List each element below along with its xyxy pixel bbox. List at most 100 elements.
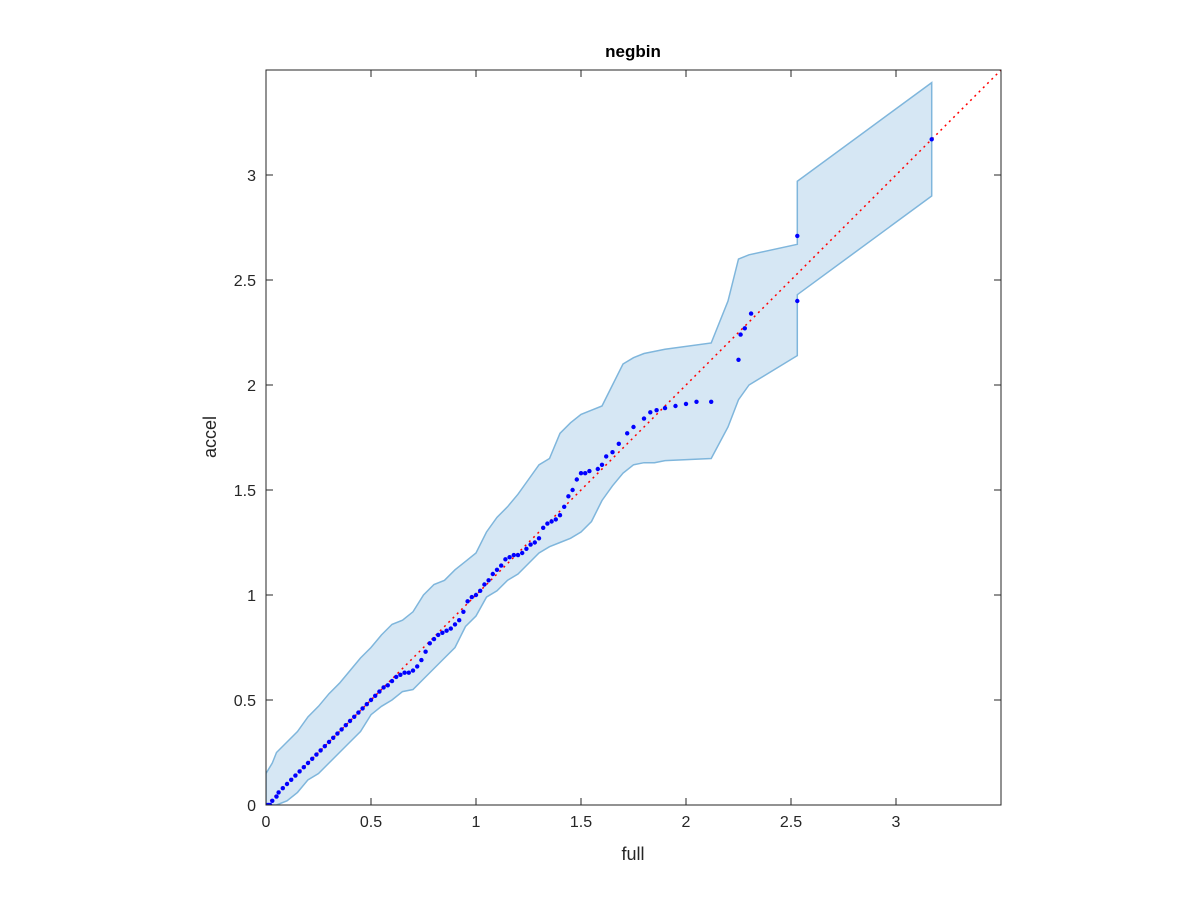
x-tick-label: 1.5 [570, 814, 592, 831]
data-point [314, 752, 319, 757]
data-point [578, 471, 584, 476]
data-point [331, 735, 336, 740]
data-point [360, 706, 365, 711]
data-point [595, 466, 600, 472]
x-tick-label: 1 [472, 814, 481, 831]
data-point [520, 550, 525, 556]
data-point [339, 727, 344, 732]
data-point [410, 668, 416, 673]
data-point [274, 794, 279, 799]
data-point [738, 332, 743, 337]
data-point [515, 552, 521, 558]
data-point [507, 555, 512, 560]
data-point [524, 546, 529, 551]
data-point [486, 578, 491, 583]
data-point [673, 403, 678, 409]
x-axis-label: full [621, 844, 644, 864]
data-point [310, 756, 315, 761]
data-point [662, 405, 668, 411]
y-tick-label: 0.5 [234, 693, 256, 710]
data-point [610, 450, 615, 455]
data-point [457, 618, 462, 623]
axes-box [265, 69, 1002, 806]
data-point [494, 567, 500, 572]
data-point [385, 683, 390, 688]
data-point [335, 731, 340, 736]
data-point [557, 513, 563, 518]
data-point [587, 468, 592, 474]
data-point [297, 769, 302, 774]
data-point [528, 542, 533, 547]
data-point [482, 582, 487, 587]
data-point [268, 802, 273, 805]
data-point [795, 298, 800, 304]
data-point [368, 697, 374, 703]
data-point [305, 760, 311, 766]
data-point [377, 689, 382, 694]
plot-area [266, 70, 1001, 805]
data-point [347, 718, 353, 724]
data-point [293, 773, 298, 778]
data-point [795, 233, 800, 239]
data-point [394, 674, 399, 680]
data-point [654, 408, 659, 413]
data-point [473, 592, 479, 598]
data-point [356, 710, 361, 715]
data-point [503, 557, 508, 562]
data-point [322, 744, 327, 749]
data-point [352, 714, 357, 719]
data-point [478, 588, 483, 593]
data-point [490, 571, 495, 577]
y-axis-label: accel [200, 416, 220, 458]
data-point [641, 416, 647, 421]
data-point [583, 471, 588, 476]
data-point [549, 519, 554, 524]
data-point [469, 594, 474, 600]
data-point [373, 693, 378, 698]
data-point [381, 685, 386, 690]
data-point [318, 748, 323, 753]
data-point [648, 410, 653, 415]
data-point [280, 786, 285, 791]
data-point [415, 664, 420, 669]
data-point [364, 702, 369, 707]
data-point [427, 641, 432, 646]
chart-title: negbin [605, 42, 661, 61]
x-tick-label: 2.5 [780, 814, 802, 831]
data-point [452, 622, 458, 627]
data-point [536, 536, 542, 541]
data-point [419, 657, 424, 663]
data-point [545, 521, 550, 526]
data-point [709, 399, 714, 404]
y-tick-label: 2.5 [234, 273, 256, 290]
data-point [499, 563, 504, 568]
data-point [289, 777, 294, 782]
x-tick-label: 3 [892, 814, 901, 831]
data-point [625, 431, 630, 436]
y-axis: 0 0.5 1 1.5 2 2.5 3 [234, 168, 1001, 815]
y-tick-label: 3 [247, 168, 256, 185]
data-point [929, 137, 934, 142]
x-tick-label: 0 [262, 814, 271, 831]
y-tick-label: 0 [247, 798, 256, 815]
data-point [301, 765, 306, 770]
data-point [436, 632, 441, 638]
data-point [562, 504, 567, 509]
data-point [423, 649, 428, 654]
data-point [276, 790, 281, 795]
y-tick-label: 1.5 [234, 483, 256, 500]
data-point [742, 326, 747, 331]
data-point [402, 670, 407, 675]
data-point [553, 517, 558, 522]
data-point [448, 626, 453, 631]
data-point [461, 609, 466, 614]
data-point [604, 454, 609, 459]
data-point [574, 477, 579, 482]
data-point [736, 357, 741, 362]
data-point [406, 670, 411, 675]
data-point [541, 525, 546, 530]
x-tick-label: 2 [682, 814, 691, 831]
data-point [511, 552, 516, 558]
data-point [683, 401, 689, 407]
data-point [389, 678, 395, 684]
